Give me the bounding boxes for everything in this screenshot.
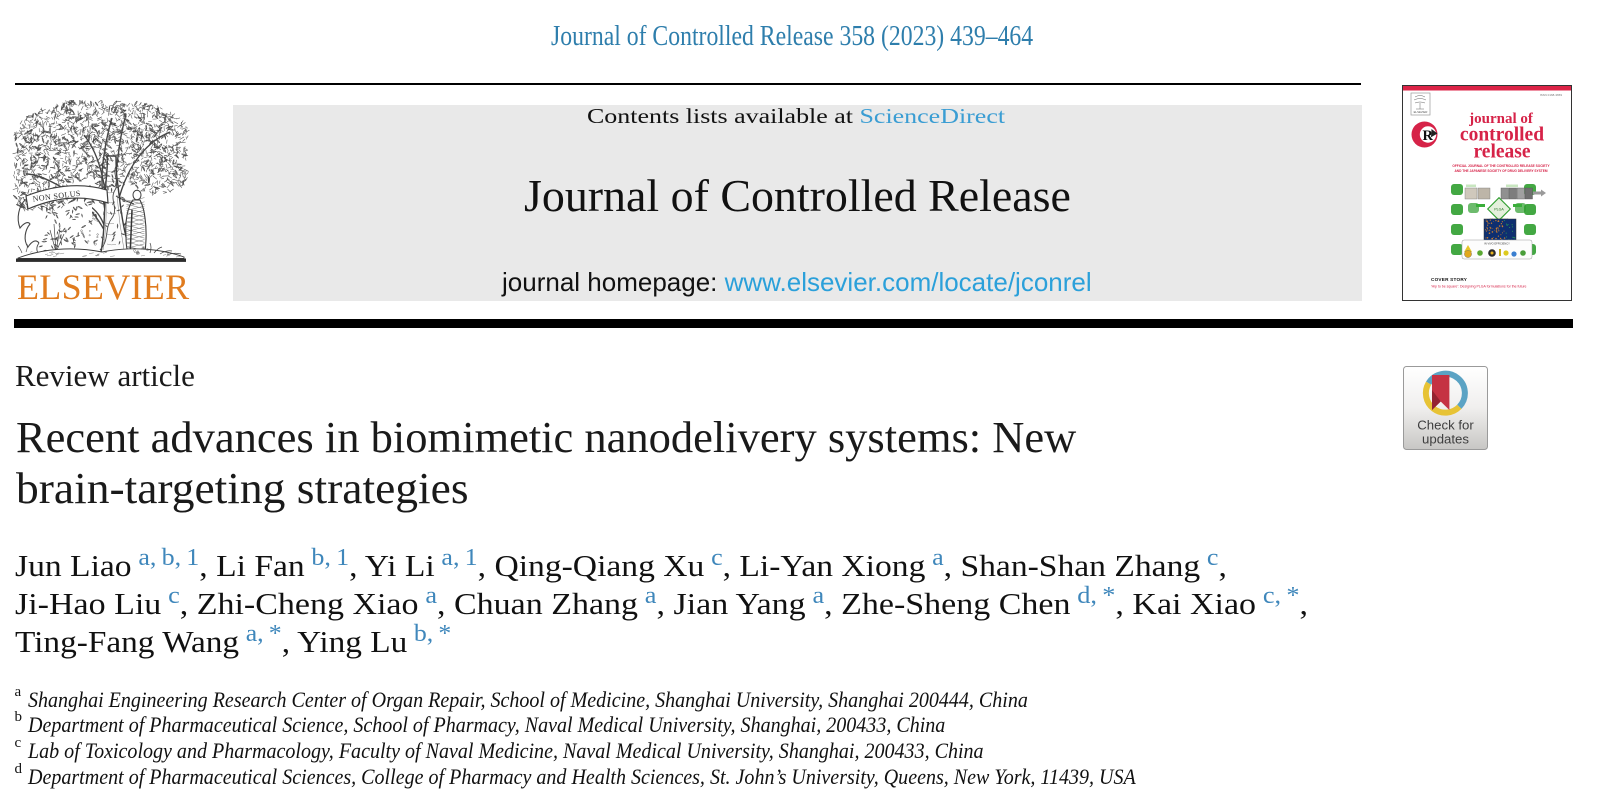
svg-text:PLGA: PLGA bbox=[1494, 208, 1504, 212]
svg-text:AND THE JAPANESE SOCIETY OF DR: AND THE JAPANESE SOCIETY OF DRUG DELIVER… bbox=[1454, 169, 1547, 173]
svg-text:OFFICIAL JOURNAL OF THE CONTRO: OFFICIAL JOURNAL OF THE CONTROLLED RELEA… bbox=[1452, 164, 1550, 168]
svg-text:ISSN 0168-3659: ISSN 0168-3659 bbox=[1540, 93, 1563, 97]
svg-text:journal of: journal of bbox=[1468, 111, 1534, 127]
svg-text:Check for: Check for bbox=[1417, 418, 1474, 433]
svg-text:COVER STORY: COVER STORY bbox=[1431, 277, 1468, 282]
svg-text:ELSEVIER: ELSEVIER bbox=[1414, 110, 1428, 114]
svg-text:updates: updates bbox=[1422, 432, 1469, 447]
svg-text:R: R bbox=[1423, 128, 1434, 144]
svg-text:IN VIVO EFFICIENCY: IN VIVO EFFICIENCY bbox=[1484, 242, 1510, 246]
svg-text:'Hip to be square': Designing: 'Hip to be square': Designing PLGA formu… bbox=[1431, 285, 1527, 289]
svg-text:controlled: controlled bbox=[1460, 125, 1544, 146]
svg-text:release: release bbox=[1473, 142, 1530, 163]
